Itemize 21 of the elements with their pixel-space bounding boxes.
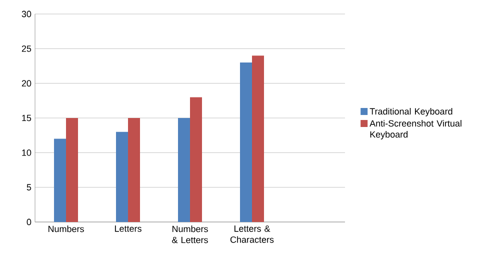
x-tick-label: Letters [114,226,142,232]
y-tick-label: 10 [22,149,32,156]
bar [178,118,190,222]
legend-label: Anti-Screenshot Virtual Keyboard [370,120,462,140]
x-tick-label: Numbers [48,226,84,232]
y-tick-label: 20 [22,80,32,87]
y-tick-label: 15 [22,114,32,122]
x-tick-label: Letters & Characters [230,226,274,243]
y-tick-label: 5 [26,184,32,190]
bar [54,138,66,222]
y-tick-label: 30 [22,10,32,18]
bar [240,62,252,222]
bar [128,118,140,222]
bar [252,56,264,222]
legend-label: Traditional Keyboard [370,108,452,116]
bar [190,97,202,222]
y-tick-label: 25 [22,45,32,52]
bar [66,118,78,222]
bar [116,132,128,222]
x-tick-label: Numbers & Letters [172,226,208,244]
y-tick-label: 0 [26,218,32,226]
